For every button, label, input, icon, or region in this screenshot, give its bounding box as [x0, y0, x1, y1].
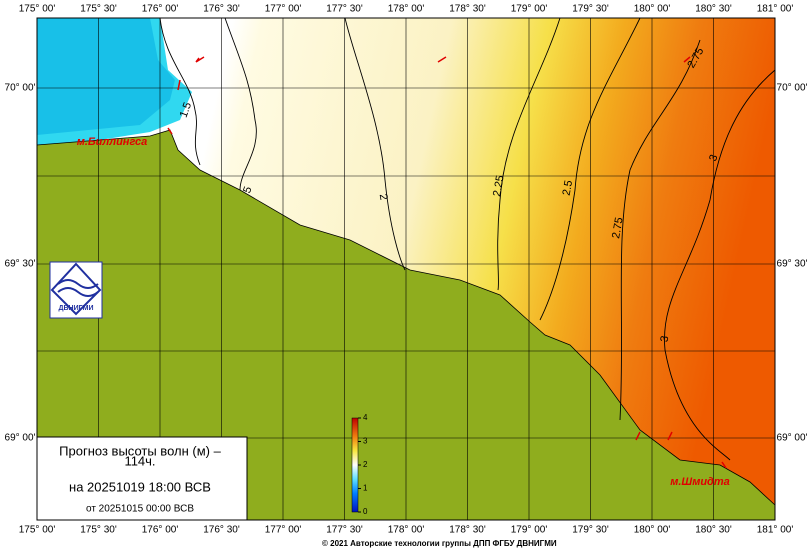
lon-label-top: 180° 00'	[634, 4, 671, 15]
lon-label-bottom: 177° 30'	[326, 525, 363, 536]
sea-lower	[37, 18, 175, 135]
lon-label-top: 179° 30'	[572, 4, 609, 15]
contour-label: 2.75	[610, 216, 626, 239]
lon-label-bottom: 179° 30'	[572, 525, 609, 536]
lon-label-bottom: 179° 00'	[511, 525, 548, 536]
wind-arrows	[167, 56, 727, 469]
lon-label-bottom: 176° 00'	[142, 525, 179, 536]
place-name: м.Шмидта	[670, 476, 730, 488]
lon-label-top: 176° 00'	[142, 4, 179, 15]
lon-label-top: 181° 00'	[757, 4, 794, 15]
colorbar-label: 1	[363, 484, 368, 493]
lon-label-top: 178° 00'	[388, 4, 425, 15]
lon-label-bottom: 178° 00'	[388, 525, 425, 536]
lon-label-bottom: 181° 00'	[757, 525, 794, 536]
colorbar-label: 4	[363, 413, 368, 422]
frame	[36, 17, 776, 521]
graticule	[36, 18, 776, 520]
forecast-title: Прогноз высоты волн (м) –	[59, 443, 221, 458]
lon-label-top: 177° 00'	[265, 4, 302, 15]
forecast-issued: от 20251015 00:00 ВСВ	[86, 504, 194, 515]
colorbar-label: 2	[363, 460, 368, 469]
lon-label-top: 179° 00'	[511, 4, 548, 15]
lon-label-top: 175° 00'	[19, 4, 56, 15]
lon-label-top: 177° 30'	[326, 4, 363, 15]
lon-label-top: 176° 30'	[203, 4, 240, 15]
lat-label-left: 69° 30'	[5, 259, 36, 270]
contour-label: 2.5	[561, 179, 575, 196]
colorbar-label: 3	[363, 437, 368, 446]
lon-label-bottom: 178° 30'	[449, 525, 486, 536]
logo-waves	[57, 279, 99, 297]
footer: © 2021 Авторские технологии группы ДПП Ф…	[322, 539, 557, 548]
forecast-lead: 114ч.	[124, 453, 155, 468]
contour-label: 5	[241, 185, 254, 195]
place-name: м.Биллингса	[77, 136, 148, 148]
forecast-box	[36, 436, 248, 521]
lon-label-top: 175° 30'	[80, 4, 117, 15]
contour-label: 2	[377, 193, 390, 201]
colorbar	[351, 417, 359, 513]
contour-label: 2.25	[491, 174, 507, 197]
lat-label-right: 69° 00'	[777, 433, 808, 444]
lon-label-bottom: 176° 30'	[203, 525, 240, 536]
lon-label-bottom: 175° 00'	[19, 525, 56, 536]
contour-label: 3	[707, 153, 720, 163]
lat-label-left: 70° 00'	[5, 83, 36, 94]
contour-label: 3	[658, 335, 671, 343]
lon-label-bottom: 177° 00'	[265, 525, 302, 536]
lon-label-top: 178° 30'	[449, 4, 486, 15]
logo-diamond	[50, 262, 102, 316]
lat-label-right: 70° 00'	[777, 83, 808, 94]
contours	[159, 17, 776, 461]
contour-label: 1.5	[178, 101, 195, 119]
logo-text: ДВНИГМИ	[59, 305, 94, 312]
logo: ДВНИГМИ	[49, 261, 103, 319]
forecast-valid: на 20251019 18:00 ВСВ	[69, 479, 211, 494]
colorbar-label: 0	[363, 507, 368, 516]
lon-label-bottom: 180° 30'	[695, 525, 732, 536]
lon-label-bottom: 175° 30'	[80, 525, 117, 536]
lon-label-top: 180° 30'	[695, 4, 732, 15]
lat-label-right: 69° 30'	[777, 259, 808, 270]
lon-label-bottom: 180° 00'	[634, 525, 671, 536]
lat-label-left: 69° 00'	[5, 433, 36, 444]
